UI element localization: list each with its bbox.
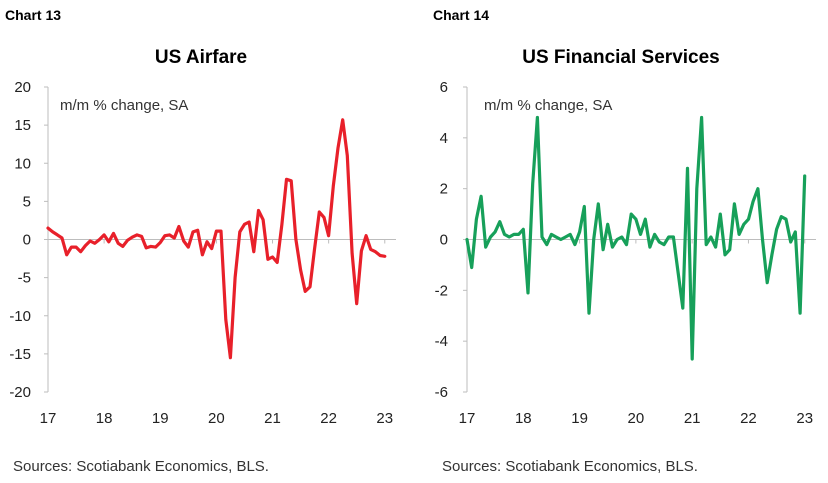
series-line	[465, 115, 807, 361]
y-tick-label: -2	[435, 282, 448, 299]
y-tick-label: 0	[23, 232, 31, 249]
chart-title: US Airfare	[154, 47, 248, 68]
y-tick-label: 2	[440, 181, 448, 198]
x-tick-label: 18	[515, 410, 532, 427]
unit-note: m/m % change, SA	[60, 97, 188, 114]
x-tick-label: 23	[796, 410, 813, 427]
y-tick-label: 6	[440, 79, 448, 96]
x-tick-label: 21	[684, 410, 701, 427]
x-tick-label: 22	[320, 410, 337, 427]
x-tick-label: 19	[571, 410, 588, 427]
y-tick-label: 15	[14, 117, 31, 134]
y-tick-label: -15	[9, 346, 31, 363]
x-tick-label: 21	[264, 410, 281, 427]
x-tick-label: 17	[459, 410, 476, 427]
x-tick-label: 19	[152, 410, 169, 427]
y-tick-label: -4	[435, 333, 448, 350]
unit-note: m/m % change, SA	[484, 97, 612, 114]
y-tick-label: -6	[435, 384, 448, 401]
y-tick-label: 0	[440, 232, 448, 249]
x-tick-label: 18	[96, 410, 113, 427]
y-tick-label: -5	[18, 270, 31, 287]
y-tick-label: -10	[9, 308, 31, 325]
chart-title: US Financial Services	[522, 47, 720, 68]
y-tick-label: 20	[14, 79, 31, 96]
chart-14-panel: Chart 14 US Financial Services 6 4 2 0 -2 -4-…	[414, 0, 828, 483]
x-tick-label: 17	[40, 410, 57, 427]
x-tick-label: 23	[376, 410, 393, 427]
source-note: Sources: Scotiabank Economics, BLS.	[442, 458, 698, 475]
y-tick-label: 10	[14, 155, 31, 172]
x-tick-label: 22	[740, 410, 757, 427]
airfare-plot: 20 15 10 5 0 -5 -10 -15 -20 17 18 19 20 21 22 23 m/m % c…	[9, 79, 396, 427]
chart-label: Chart 14	[433, 7, 490, 23]
chart-label: Chart 13	[5, 7, 62, 23]
x-tick-label: 20	[208, 410, 225, 427]
chart-13-panel: Chart 13 US Airfare 20 15 10 5 0 -5 -10 -15 -20 1…	[5, 7, 396, 475]
y-tick-label: -20	[9, 384, 31, 401]
y-tick-label: 4	[440, 130, 448, 147]
source-note: Sources: Scotiabank Economics, BLS.	[13, 458, 269, 475]
y-tick-label: 5	[23, 193, 31, 210]
series-line	[46, 118, 387, 360]
x-tick-label: 20	[628, 410, 645, 427]
